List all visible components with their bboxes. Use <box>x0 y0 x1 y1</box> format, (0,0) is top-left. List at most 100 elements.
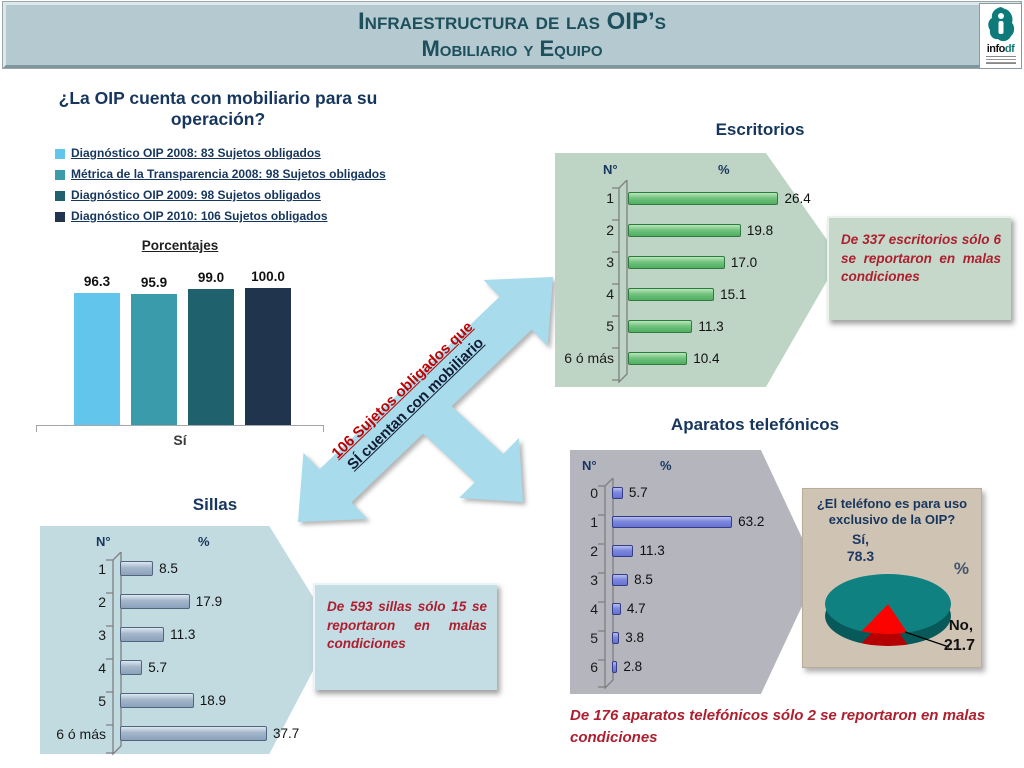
legend-swatch-icon <box>55 212 65 222</box>
bar-value-label: 5.7 <box>628 485 648 500</box>
chart-row: 3 11.3 <box>46 618 299 651</box>
chart-legend: Diagnóstico OIP 2008: 83 Sujetos obligad… <box>55 146 386 230</box>
chart-row: 2 11.3 <box>576 536 764 565</box>
bar-value-label: 11.3 <box>698 318 724 334</box>
bar-value-label: 10.4 <box>693 350 720 366</box>
bar <box>74 293 120 425</box>
chart-row: 6 ó más 10.4 <box>560 342 811 374</box>
category-label: 5 <box>590 629 598 646</box>
category-label: 3 <box>590 571 598 588</box>
category-label: 6 <box>590 658 598 675</box>
bar-value-label: 19.8 <box>746 222 774 238</box>
slide-header: Infraestructura de las OIP’s Mobiliario … <box>2 1 1022 69</box>
porcentajes-axis-title: Porcentajes <box>141 238 219 253</box>
bar <box>120 561 154 576</box>
category-label: 6 ó más <box>564 350 614 366</box>
bar-value-label: 18.9 <box>199 693 226 708</box>
legend-swatch-icon <box>55 191 65 201</box>
chart-row: 6 2.8 <box>576 652 764 681</box>
legend-item: Diagnóstico OIP 2009: 98 Sujetos obligad… <box>55 188 386 202</box>
category-label: 5 <box>98 692 106 709</box>
bar-column: 96.3 <box>74 262 120 425</box>
telefonos-title: Aparatos telefónicos <box>670 415 840 434</box>
chart-row: 3 8.5 <box>576 565 764 594</box>
escritorios-axis-wall <box>612 180 628 384</box>
bar-value-label: 95.9 <box>140 274 168 290</box>
bar-value-label: 11.3 <box>170 627 196 642</box>
bar <box>612 602 621 615</box>
sillas-note: De 593 sillas sólo 15 se reportaron en m… <box>313 583 497 690</box>
chart-row: 2 17.9 <box>46 585 299 618</box>
bar <box>628 287 715 301</box>
chart-row: 1 8.5 <box>46 552 299 585</box>
category-label: 2 <box>590 542 598 559</box>
telefonos-col-n: N° <box>582 458 597 473</box>
legend-item: Diagnóstico OIP 2010: 106 Sujetos obliga… <box>55 209 386 223</box>
bar-value-label: 4.7 <box>626 601 646 616</box>
bar <box>245 288 291 425</box>
category-label: 2 <box>606 222 614 238</box>
bar-value-label: 3.8 <box>625 630 644 645</box>
pie-leader-line <box>904 631 950 648</box>
bar-value-label: 2.8 <box>623 659 643 674</box>
bar-column: 100.0 <box>245 262 291 425</box>
category-label: 2 <box>98 593 106 610</box>
bar-value-label: 96.3 <box>83 274 111 290</box>
category-label: 4 <box>98 659 106 676</box>
slide-title-line1: Infraestructura de las OIP’s <box>358 8 666 35</box>
bar <box>612 486 623 499</box>
telefonos-col-pct: % <box>660 458 672 473</box>
telefonos-callout <box>570 450 818 694</box>
sillas-col-pct: % <box>198 534 210 549</box>
telefonos-note: De 176 aparatos telefónicos sólo 2 se re… <box>570 707 986 746</box>
chart-row: 4 4.7 <box>576 594 764 623</box>
bar-value-label: 5.7 <box>148 660 167 675</box>
bar-column: 95.9 <box>131 262 177 425</box>
bar <box>612 515 733 528</box>
escritorios-note: De 337 escritorios sólo 6 se reportaron … <box>827 216 1011 320</box>
chart-row: 1 26.4 <box>560 182 811 214</box>
bar-value-label: 26.4 <box>784 190 811 206</box>
bar-value-label: 15.1 <box>720 286 747 302</box>
bar <box>120 627 165 642</box>
bar <box>120 726 268 741</box>
pie-chart <box>825 574 951 634</box>
legend-swatch-icon <box>55 149 65 159</box>
chart-row: 4 15.1 <box>560 278 811 310</box>
bar <box>612 631 620 644</box>
bar <box>612 544 634 557</box>
bar <box>120 693 194 708</box>
bar <box>120 660 143 675</box>
chart-row: 3 17.0 <box>560 246 811 278</box>
pie-no-value: 21.7 <box>943 637 975 654</box>
category-label: 5 <box>606 318 614 334</box>
bar <box>628 191 779 205</box>
sillas-col-n: N° <box>96 534 111 549</box>
connector-arrow <box>298 277 553 522</box>
bar-value-label: 11.3 <box>639 543 665 558</box>
sillas-bar-chart: 1 8.5 2 17.9 3 11.3 4 5.7 5 18.9 6 ó más… <box>46 552 299 750</box>
infodf-logo-emblem <box>987 7 1014 42</box>
porcentajes-bar-chart: 96.3 95.9 99.0 100.0 <box>74 262 291 425</box>
logo-finelines <box>985 56 1016 64</box>
bar-value-label: 100.0 <box>251 269 285 284</box>
logo-accent: df <box>1004 43 1015 55</box>
chart-row: 5 3.8 <box>576 623 764 652</box>
bar-value-label: 8.5 <box>159 561 178 576</box>
bar <box>628 223 741 237</box>
infodf-logo: infodf <box>979 3 1022 69</box>
bar <box>628 255 725 269</box>
bar <box>628 319 693 333</box>
escritorios-col-pct: % <box>718 162 730 177</box>
chart-row: 4 5.7 <box>46 651 299 684</box>
chart-row: 5 18.9 <box>46 684 299 717</box>
chart-row: 0 5.7 <box>576 478 764 507</box>
bar-value-label: 63.2 <box>738 514 765 529</box>
category-label: 1 <box>98 560 106 577</box>
bar-column: 99.0 <box>188 262 234 425</box>
legend-item: Métrica de la Transparencia 2008: 98 Suj… <box>55 167 386 181</box>
category-label: 6 ó más <box>56 725 106 742</box>
category-label: 0 <box>590 484 598 501</box>
pie-si-label: Sí, 78.3 <box>846 531 875 564</box>
sillas-axis-wall <box>106 552 122 756</box>
